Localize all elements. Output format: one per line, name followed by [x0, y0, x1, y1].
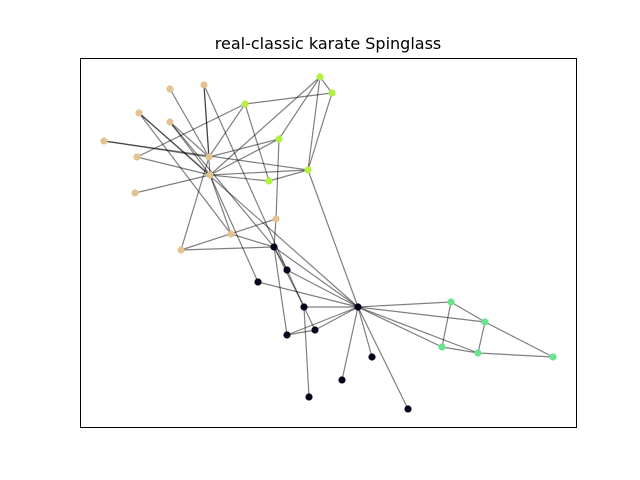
node-31	[438, 343, 446, 351]
node-18	[270, 243, 278, 251]
node-8	[131, 189, 139, 197]
edge-0-13	[209, 76, 321, 176]
node-15	[275, 135, 283, 143]
edge-22-32	[357, 306, 479, 354]
edge-11-18	[180, 246, 275, 251]
edge-21-27	[303, 306, 310, 398]
node-16	[304, 166, 312, 174]
edge-2-1	[169, 88, 210, 158]
edge-1-15	[208, 138, 280, 158]
node-10	[227, 230, 235, 238]
nodes-layer	[100, 73, 557, 413]
edge-0-10	[209, 174, 232, 235]
node-20	[254, 278, 262, 286]
edge-32-33	[477, 352, 554, 358]
node-0	[206, 171, 214, 179]
edge-22-23	[286, 306, 359, 336]
edge-18-23	[273, 246, 288, 336]
node-27	[305, 393, 313, 401]
figure-title: real-classic karate Spinglass	[215, 34, 442, 53]
node-5	[166, 118, 174, 126]
edge-18-22	[273, 246, 359, 308]
edge-5-1	[169, 121, 210, 158]
node-9	[272, 215, 280, 223]
node-29	[447, 298, 455, 306]
node-22	[354, 303, 362, 311]
edge-1-12	[208, 103, 246, 158]
edge-10-18	[230, 233, 275, 248]
edge-4-10	[138, 112, 232, 235]
edge-22-28	[357, 306, 409, 410]
edge-12-17	[244, 103, 270, 182]
edge-16-22	[307, 169, 359, 308]
edge-21-24	[303, 306, 316, 331]
node-19	[283, 266, 291, 274]
edge-20-22	[257, 281, 359, 308]
node-25	[368, 353, 376, 361]
node-4	[135, 109, 143, 117]
edge-19-22	[286, 269, 359, 308]
edge-23-24	[286, 329, 316, 336]
edge-22-26	[341, 306, 359, 381]
edge-0-17	[209, 174, 270, 182]
edge-7-0	[136, 156, 211, 176]
edge-13-16	[307, 76, 321, 171]
node-21	[300, 303, 308, 311]
edge-16-14	[307, 92, 333, 171]
edge-30-32	[477, 321, 486, 354]
edge-7-12	[136, 103, 246, 158]
axes-frame	[80, 58, 577, 428]
edge-0-15	[209, 138, 280, 176]
node-24	[311, 326, 319, 334]
node-28	[404, 405, 412, 413]
edge-0-16	[209, 169, 309, 176]
edge-29-31	[441, 301, 452, 348]
edge-22-25	[357, 306, 373, 358]
edge-29-30	[450, 301, 486, 323]
edge-0-20	[209, 174, 259, 283]
node-33	[549, 353, 557, 361]
edge-4-22	[138, 112, 359, 308]
edges-layer	[103, 76, 554, 410]
node-3	[200, 81, 208, 89]
node-13	[316, 73, 324, 81]
node-23	[283, 331, 291, 339]
node-17	[265, 177, 273, 185]
node-1	[205, 153, 213, 161]
edge-22-24	[314, 306, 359, 331]
node-26	[338, 376, 346, 384]
node-32	[474, 349, 482, 357]
node-30	[481, 318, 489, 326]
node-12	[241, 100, 249, 108]
node-7	[133, 153, 141, 161]
edge-22-30	[357, 306, 486, 323]
edge-30-33	[484, 321, 554, 358]
edge-19-21	[286, 269, 305, 308]
edge-31-32	[441, 346, 479, 354]
edge-5-18	[169, 121, 275, 248]
edge-15-13	[278, 76, 321, 140]
edge-22-29	[357, 301, 452, 308]
edge-22-31	[357, 306, 443, 348]
edge-8-0	[134, 174, 211, 194]
edge-3-19	[203, 84, 288, 271]
edge-17-16	[268, 169, 309, 182]
node-6	[100, 137, 108, 145]
node-11	[177, 246, 185, 254]
edge-1-11	[180, 156, 210, 251]
node-2	[166, 85, 174, 93]
node-14	[328, 89, 336, 97]
edge-15-9	[275, 138, 280, 220]
